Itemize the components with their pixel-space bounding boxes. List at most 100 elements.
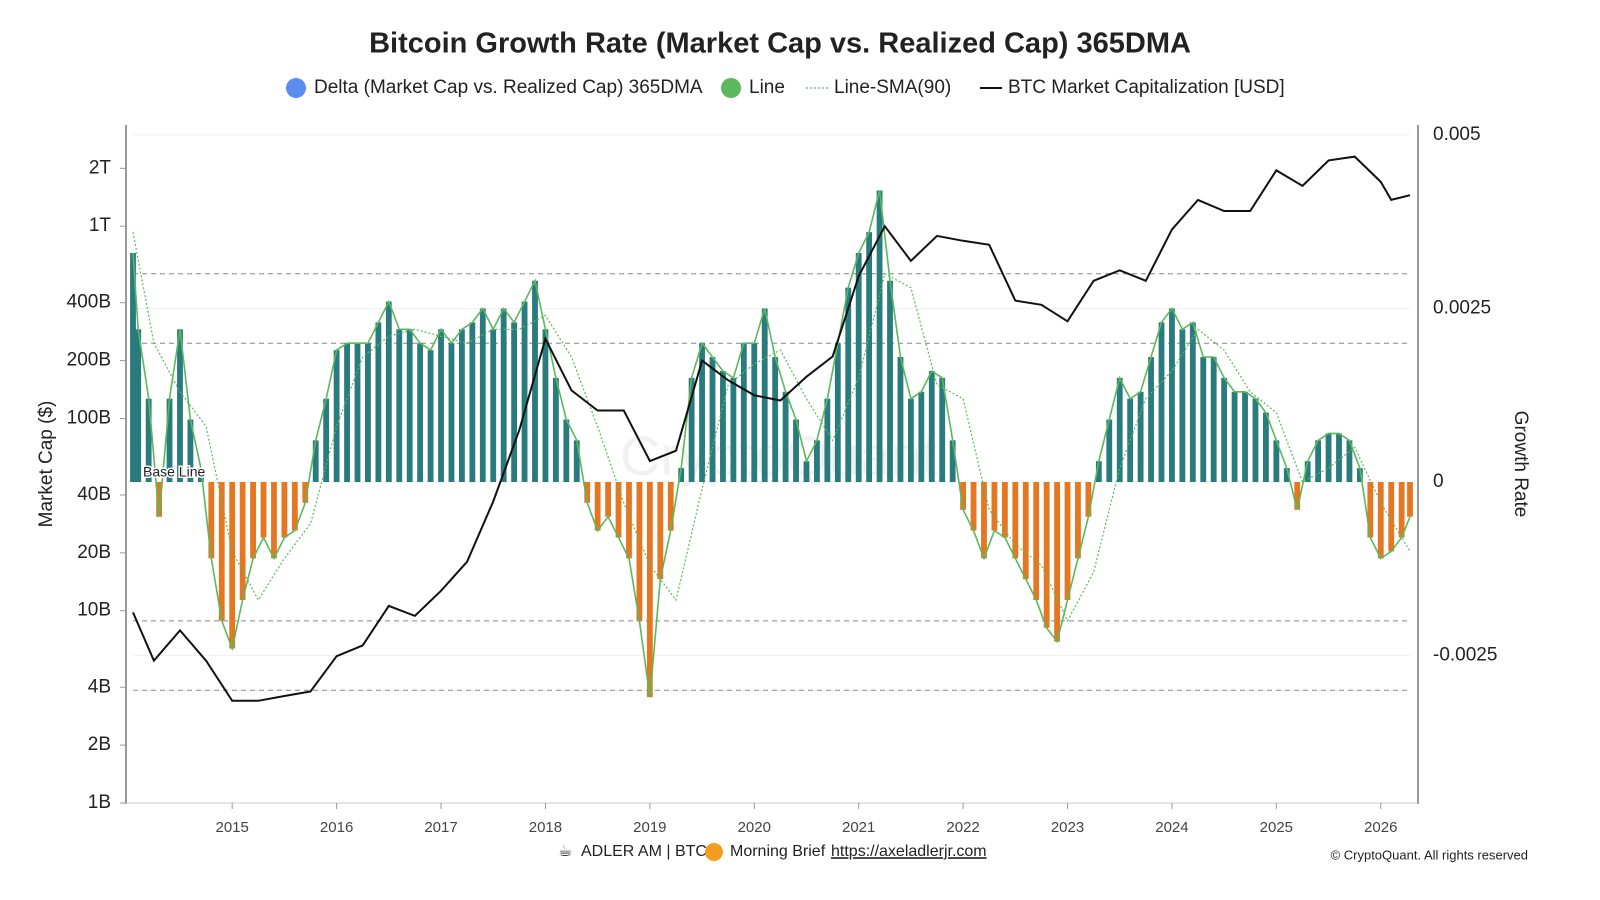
growth-bar bbox=[1033, 482, 1040, 600]
growth-bar bbox=[302, 482, 309, 503]
x-tick-label: 2022 bbox=[946, 819, 979, 836]
growth-bar bbox=[573, 440, 580, 483]
footer-author: ADLER AM | BTC bbox=[581, 843, 707, 860]
growth-bar bbox=[615, 482, 622, 538]
x-tick-label: 2015 bbox=[216, 819, 249, 836]
y-tick-label: 40B bbox=[77, 484, 111, 505]
growth-bar bbox=[448, 343, 455, 483]
growth-bar bbox=[1116, 377, 1123, 483]
plot-area bbox=[130, 134, 1413, 702]
x-tick-label: 2024 bbox=[1155, 819, 1188, 836]
growth-bar bbox=[333, 350, 340, 483]
growth-bar bbox=[532, 280, 538, 483]
growth-bar bbox=[1398, 482, 1405, 538]
y-tick-label: 10B bbox=[77, 600, 111, 621]
footer-dot bbox=[705, 843, 723, 861]
growth-bar bbox=[730, 377, 737, 483]
growth-bar bbox=[479, 308, 486, 483]
growth-bar bbox=[130, 252, 136, 483]
y2-tick-label: 0.005 bbox=[1433, 124, 1481, 145]
legend-label: Line-SMA(90) bbox=[834, 77, 951, 98]
growth-bar bbox=[271, 482, 277, 559]
growth-bar bbox=[709, 357, 716, 483]
growth-bar bbox=[1189, 322, 1196, 483]
x-tick-label: 2026 bbox=[1364, 819, 1397, 836]
growth-bar bbox=[636, 482, 643, 621]
x-tick-label: 2016 bbox=[320, 819, 353, 836]
growth-bar bbox=[667, 482, 674, 531]
growth-bar bbox=[1169, 308, 1175, 483]
growth-bar bbox=[208, 482, 215, 559]
growth-bar bbox=[323, 398, 330, 483]
growth-bar bbox=[1325, 433, 1332, 483]
y-axis-title: Market Cap ($) bbox=[36, 401, 57, 528]
y2-axis-title: Growth Rate bbox=[1510, 411, 1531, 518]
growth-bar bbox=[417, 343, 424, 483]
growth-bar bbox=[866, 232, 873, 483]
growth-bar bbox=[1407, 482, 1413, 517]
growth-bar bbox=[1075, 482, 1081, 559]
growth-bar bbox=[814, 440, 820, 483]
growth-bar bbox=[458, 329, 465, 483]
legend-label: Line bbox=[749, 77, 785, 98]
growth-bar bbox=[981, 482, 987, 559]
annotation: Base Line bbox=[143, 464, 205, 480]
market-cap-line bbox=[132, 155, 1411, 702]
growth-bar bbox=[469, 322, 476, 483]
growth-bar bbox=[782, 391, 789, 483]
growth-bar bbox=[918, 391, 925, 483]
growth-bar bbox=[646, 482, 653, 698]
growth-bar bbox=[229, 482, 236, 649]
x-tick-label: 2017 bbox=[424, 819, 457, 836]
growth-bar bbox=[688, 377, 695, 483]
growth-bar bbox=[187, 419, 194, 483]
growth-bar bbox=[1377, 482, 1384, 559]
growth-bar bbox=[761, 308, 768, 483]
growth-bar bbox=[511, 322, 518, 483]
growth-bar bbox=[1012, 482, 1019, 559]
growth-bar bbox=[239, 482, 246, 600]
growth-bar bbox=[897, 357, 904, 483]
x-tick-label: 2018 bbox=[529, 819, 562, 836]
footer-icon: ☕ bbox=[558, 843, 572, 860]
growth-bar bbox=[1242, 391, 1248, 483]
x-tick-label: 2019 bbox=[633, 819, 666, 836]
growth-bar bbox=[970, 482, 977, 531]
growth-bar bbox=[197, 468, 204, 483]
growth-bar bbox=[740, 343, 747, 483]
legend: Delta (Market Cap vs. Realized Cap) 365D… bbox=[286, 77, 1285, 98]
growth-bar bbox=[1221, 377, 1228, 483]
growth-bar bbox=[490, 329, 497, 483]
growth-bar bbox=[1085, 482, 1092, 517]
growth-bar bbox=[657, 482, 664, 580]
growth-bar bbox=[1064, 482, 1071, 600]
growth-bar bbox=[845, 287, 852, 483]
y-tick-label: 200B bbox=[67, 350, 111, 371]
growth-bar bbox=[1001, 482, 1008, 538]
growth-bar bbox=[396, 329, 403, 483]
y-tick-label: 2T bbox=[89, 157, 112, 178]
growth-bar bbox=[521, 301, 528, 483]
growth-bar bbox=[928, 370, 935, 483]
growth-bar bbox=[365, 343, 371, 483]
footer-link[interactable]: https://axeladlerjr.com bbox=[831, 843, 987, 860]
growth-bar bbox=[385, 301, 392, 483]
growth-bar bbox=[1210, 357, 1217, 483]
growth-bar bbox=[1148, 357, 1154, 483]
growth-bar bbox=[720, 370, 726, 483]
growth-bar bbox=[1158, 322, 1165, 483]
growth-bar bbox=[500, 308, 507, 483]
watermark: CryptoQuant bbox=[620, 424, 938, 487]
growth-bar bbox=[855, 252, 862, 483]
growth-bar bbox=[250, 482, 256, 559]
growth-bar bbox=[1388, 482, 1395, 552]
chart-title: Bitcoin Growth Rate (Market Cap vs. Real… bbox=[369, 28, 1191, 60]
growth-bar bbox=[793, 419, 799, 483]
growth-bar bbox=[563, 419, 570, 483]
legend-marker bbox=[721, 78, 741, 98]
y-tick-label: 2B bbox=[88, 734, 111, 755]
growth-bar bbox=[1315, 440, 1322, 483]
growth-bar bbox=[1252, 398, 1259, 483]
growth-bar bbox=[1262, 412, 1269, 483]
growth-bar bbox=[260, 482, 267, 538]
